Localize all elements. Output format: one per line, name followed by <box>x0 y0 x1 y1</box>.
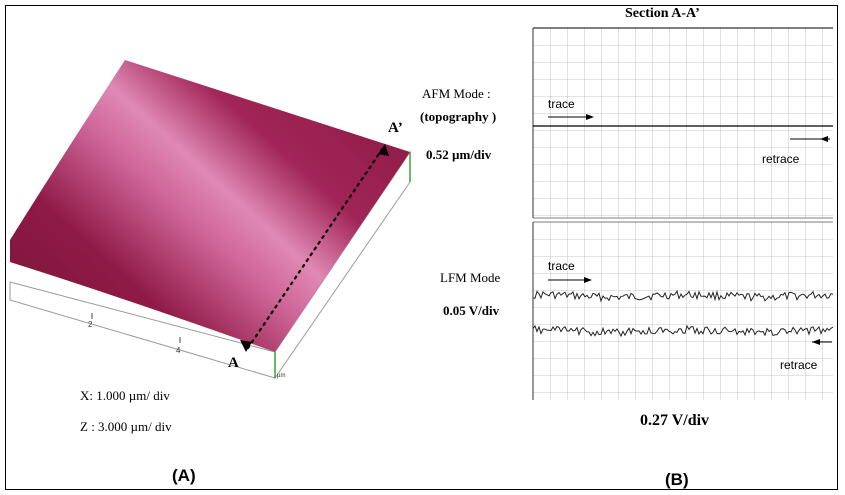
section-title: Section A-A’ <box>625 6 700 21</box>
axis-tick-label-2: 2 <box>88 320 93 329</box>
afm-retrace-arrow-icon <box>820 136 828 142</box>
afm-mode-sublabel: (topography ) <box>420 109 497 124</box>
lfm-scale-label: 0.05 V/div <box>443 303 500 318</box>
x-scale-label: X: 1.000 µm/ div <box>80 388 170 403</box>
lfm-trace-arrow-icon <box>584 277 592 283</box>
figure-border <box>5 5 838 490</box>
axis-unit-label: µm <box>277 373 286 379</box>
afm-trace-arrow-icon <box>586 114 594 120</box>
lfm-retrace-line <box>532 324 834 338</box>
afm-mode-label: AFM Mode : <box>422 86 491 101</box>
axis-tick-label-4: 4 <box>176 346 181 355</box>
marker-a-prime: A’ <box>388 120 403 136</box>
panel-label-a: (A) <box>172 466 196 485</box>
panel-label-b: (B) <box>665 470 689 489</box>
lfm-trace-label: trace <box>548 259 575 273</box>
marker-a: A <box>228 355 239 371</box>
afm-grid <box>533 28 833 218</box>
lfm-mode-label: LFM Mode <box>440 270 501 285</box>
section-arrow-a-prime-icon <box>378 144 389 156</box>
afm-trace-label: trace <box>548 97 575 111</box>
bottom-scale-label: 0.27 V/div <box>640 412 710 429</box>
lfm-retrace-label: retrace <box>780 358 818 372</box>
afm-scale-label: 0.52 µm/div <box>426 147 492 162</box>
z-scale-label: Z : 3.000 µm/ div <box>80 419 172 434</box>
afm-surface <box>10 60 410 352</box>
lfm-trace-line <box>532 290 834 303</box>
lfm-retrace-arrow-icon <box>812 339 820 345</box>
section-arrow-a-icon <box>240 340 252 352</box>
section-line <box>246 146 385 350</box>
afm-retrace-label: retrace <box>762 152 800 166</box>
lfm-grid <box>533 222 833 400</box>
